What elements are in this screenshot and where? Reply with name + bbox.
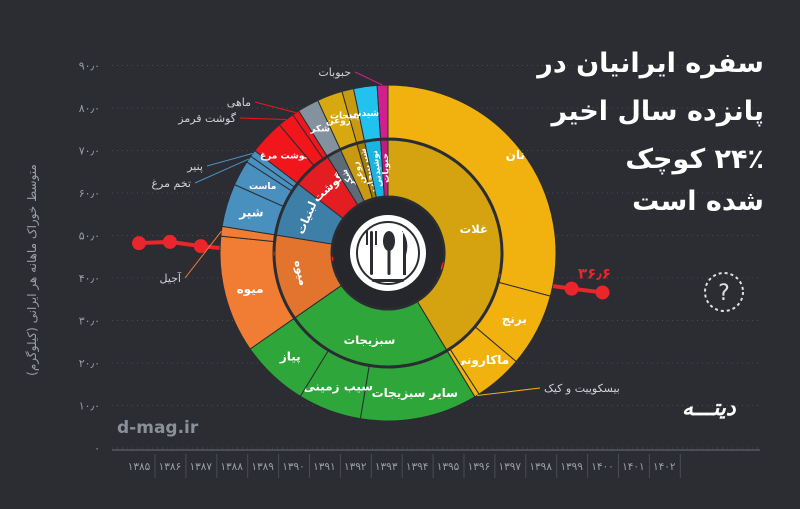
- unknown-point-marker: [704, 272, 744, 312]
- callout-line: [254, 101, 296, 114]
- end-value-label: ۳۶٫۶: [578, 264, 611, 282]
- callout-line: [354, 71, 383, 86]
- callout-line: [194, 158, 249, 184]
- outer-slice-label: گوشت مرغ: [260, 150, 310, 162]
- outer-slice-label: روغن: [326, 116, 351, 126]
- callout-label: گوشت قرمز: [177, 112, 236, 125]
- axes-layer: ۰ ۱۰٫۰ ۲۰٫۰ ۳۰٫۰ ۴۰٫۰ ۵۰٫۰ ۶۰٫۰ ۷۰٫۰ ۸۰٫۰ ۹۰٫۰ ۱۳۸…: [25, 60, 760, 478]
- title-line-4: شده است: [632, 186, 764, 217]
- y-axis-label: متوسط خوراک ماهانه هر ایرانی (کیلوگرم): [25, 164, 40, 376]
- callout-line: [476, 387, 541, 397]
- outer-slice-label: شکر: [309, 125, 330, 135]
- inner-slice: [294, 284, 448, 367]
- x-tick-label: ۱۳۹۳: [375, 461, 398, 473]
- y-tick-label: ۵۰٫۰: [79, 230, 100, 243]
- outer-slice-label: نان: [506, 148, 525, 162]
- x-tick-label: ۱۳۸۹: [251, 461, 274, 473]
- x-tick-label: ۱۳۸۵: [128, 461, 151, 473]
- x-tick-label: ۱۳۹۷: [499, 461, 522, 473]
- callout-label: حبوبات: [318, 66, 351, 79]
- y-tick-label: ۰: [94, 442, 100, 455]
- y-tick-label: ۹۰٫۰: [79, 60, 100, 73]
- y-tick-label: ۷۰٫۰: [79, 145, 100, 158]
- outer-slice-label: شیر: [238, 205, 263, 219]
- y-tick-label: ۱۰٫۰: [79, 400, 100, 413]
- callout-label: ماهی: [227, 96, 251, 109]
- x-tick-label: ۱۳۸۶: [159, 461, 182, 473]
- inner-slice-label: حبوبات: [381, 153, 392, 183]
- callout-label: پنیر: [186, 160, 203, 173]
- y-tick-label: ۳۰٫۰: [79, 315, 100, 328]
- outer-slice: [387, 84, 557, 297]
- data-point: [132, 236, 146, 251]
- y-tick-label: ۶۰٫۰: [79, 187, 100, 200]
- data-point: [564, 281, 579, 296]
- y-tick-label: ۲۰٫۰: [79, 357, 100, 370]
- title-line-1: سفره ایرانیان در: [537, 48, 764, 79]
- y-tick-label: ۴۰٫۰: [79, 272, 100, 285]
- data-point: [162, 234, 177, 249]
- outer-slice: [376, 84, 389, 139]
- watermark: d-mag.ir: [117, 418, 199, 438]
- inner-slice-label: غلات: [460, 222, 488, 236]
- x-tick-label: ۱۳۹۹: [560, 461, 583, 473]
- unknown-point-label: ?: [718, 281, 730, 306]
- outer-slice-label: سایر سبزیجات: [372, 386, 458, 400]
- callout-line: [239, 117, 287, 121]
- outer-slice-label: میوه: [237, 282, 264, 297]
- outer-slice-label: نوشیدنی: [349, 109, 388, 119]
- outer-slice-label: سیب زمینی: [303, 380, 373, 394]
- x-tick-label: ۱۴۰۰: [591, 461, 614, 473]
- x-tick-label: ۱۳۸۸: [220, 461, 243, 473]
- sunburst-layer: غلاتسبزیجاتمیوهلبنیاتگوشتشکرروغنشیرینیجا…: [219, 84, 557, 422]
- plate-rim: [356, 221, 420, 285]
- x-tick-label: ۱۴۰۲: [653, 461, 676, 473]
- outer-slice-label: ماکارونی: [455, 353, 509, 368]
- y-tick-label: ۸۰٫۰: [79, 102, 100, 115]
- brand-logo: دیتـــه: [682, 396, 736, 421]
- title-line-2: پانزده سال اخیر: [551, 96, 764, 127]
- inner-slice-label: نوشیدنی: [370, 150, 385, 188]
- outer-slice-label: پیاز: [279, 350, 301, 364]
- outer-slice-label: برنج: [502, 312, 527, 326]
- x-tick-label: ۱۴۰۱: [622, 461, 645, 473]
- x-tick-label: ۱۳۹۵: [437, 461, 460, 473]
- inner-slice: [380, 139, 389, 197]
- inner-slice-label: سبزیجات: [344, 333, 396, 347]
- x-tick-label: ۱۳۹۴: [406, 461, 429, 473]
- x-tick-label: ۱۳۹۸: [529, 461, 552, 473]
- callout-line: [184, 230, 222, 279]
- outer-slice-label: شیرینیجات: [330, 112, 378, 122]
- x-tick-label: ۱۳۸۷: [190, 461, 213, 473]
- data-point: [595, 285, 610, 300]
- callout-line: [206, 152, 253, 167]
- callout-label: تخم مرغ: [151, 177, 191, 190]
- inner-slice: [387, 139, 502, 351]
- x-tick-label: ۱۳۹۱: [313, 461, 336, 473]
- title-line-3: ۲۴٪ کوچک: [625, 144, 764, 175]
- data-point: [193, 239, 208, 254]
- callout-layer: بیسکوییت و کیک آجیل تخم مرغ پنیر گوشت قرمز ما…: [151, 66, 620, 397]
- callout-label: آجیل: [159, 271, 181, 285]
- fork-spoon-knife-icon: [366, 231, 408, 282]
- x-tick-label: ۱۳۹۲: [344, 461, 367, 473]
- x-tick-label: ۱۳۹۶: [468, 461, 491, 473]
- callout-label: بیسکوییت و کیک: [544, 382, 620, 395]
- outer-slice-label: ماست: [249, 182, 276, 192]
- x-tick-label: ۱۳۹۰: [282, 461, 305, 473]
